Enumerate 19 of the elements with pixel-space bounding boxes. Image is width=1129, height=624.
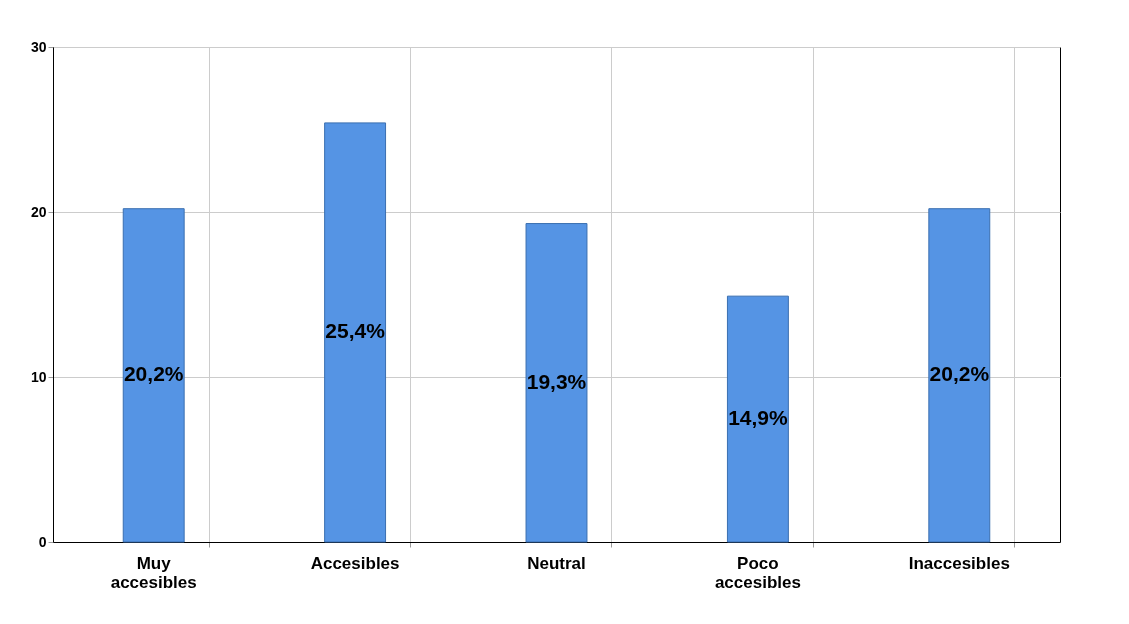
data-label: 14,9% — [728, 406, 788, 430]
x-tick-label: Poco accesibles — [714, 553, 801, 592]
data-label: 20,2% — [929, 362, 990, 386]
y-tick-label: 20 — [30, 203, 47, 220]
bar — [122, 208, 185, 543]
data-label: 19,3% — [526, 369, 587, 393]
y-tick-label: 0 — [38, 533, 47, 550]
data-label: 25,4% — [325, 319, 386, 343]
y-tick-label: 10 — [30, 368, 47, 385]
bar — [525, 223, 588, 543]
bar — [928, 208, 991, 543]
x-tick-label: Muy accesibles — [110, 553, 197, 592]
x-tick-label: Inaccesibles — [908, 553, 1010, 573]
bar — [324, 122, 387, 543]
x-tick-label: Neutral — [527, 553, 586, 573]
bar — [726, 295, 789, 543]
y-tick-label: 30 — [30, 38, 47, 55]
data-label: 20,2% — [123, 362, 184, 386]
x-tick-label: Accesibles — [310, 553, 400, 573]
